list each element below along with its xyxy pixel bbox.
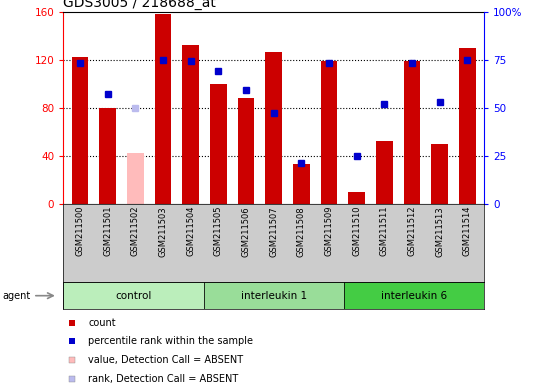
Text: GSM211502: GSM211502 <box>131 206 140 257</box>
Text: agent: agent <box>3 291 31 301</box>
Bar <box>376 141 393 204</box>
Text: GSM211501: GSM211501 <box>103 206 112 257</box>
Text: GSM211507: GSM211507 <box>269 206 278 257</box>
Bar <box>404 61 420 204</box>
Text: GSM211505: GSM211505 <box>214 206 223 257</box>
Bar <box>293 164 310 204</box>
Bar <box>348 192 365 204</box>
Text: GSM211511: GSM211511 <box>380 206 389 257</box>
Bar <box>127 153 144 204</box>
Bar <box>182 45 199 204</box>
Text: GSM211503: GSM211503 <box>158 206 167 257</box>
Text: GSM211508: GSM211508 <box>297 206 306 257</box>
Text: GSM211506: GSM211506 <box>241 206 250 257</box>
Text: value, Detection Call = ABSENT: value, Detection Call = ABSENT <box>89 355 244 365</box>
Bar <box>321 61 337 204</box>
Text: GSM211509: GSM211509 <box>324 206 333 257</box>
Text: GDS3005 / 218688_at: GDS3005 / 218688_at <box>63 0 216 10</box>
Text: count: count <box>89 318 116 328</box>
Bar <box>99 108 116 204</box>
Text: interleukin 6: interleukin 6 <box>381 291 447 301</box>
Bar <box>265 52 282 204</box>
Text: interleukin 1: interleukin 1 <box>240 291 307 301</box>
Text: GSM211513: GSM211513 <box>435 206 444 257</box>
Text: GSM211514: GSM211514 <box>463 206 472 257</box>
Bar <box>155 14 171 204</box>
Text: GSM211510: GSM211510 <box>352 206 361 257</box>
Bar <box>204 282 344 309</box>
Text: GSM211504: GSM211504 <box>186 206 195 257</box>
Text: rank, Detection Call = ABSENT: rank, Detection Call = ABSENT <box>89 374 239 384</box>
Text: control: control <box>115 291 152 301</box>
Bar <box>210 84 227 204</box>
Text: GSM211512: GSM211512 <box>408 206 416 257</box>
Bar <box>459 48 476 204</box>
Bar <box>72 57 88 204</box>
Bar <box>431 144 448 204</box>
Text: GSM211500: GSM211500 <box>75 206 84 257</box>
Bar <box>238 98 254 204</box>
Text: percentile rank within the sample: percentile rank within the sample <box>89 336 254 346</box>
Bar <box>63 282 204 309</box>
Bar <box>344 282 484 309</box>
